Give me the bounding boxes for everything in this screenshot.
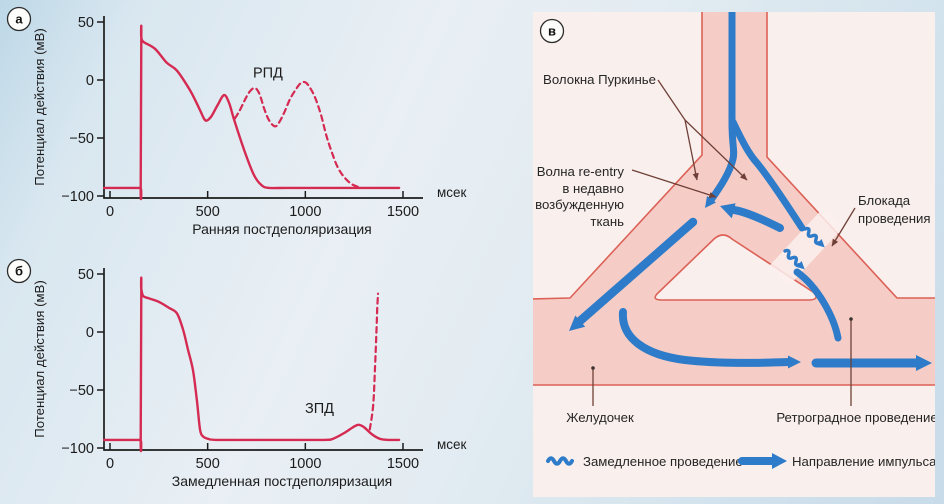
antegrade-trunk-arrowhead [705,196,716,208]
left-branch-arrow-shaft [575,217,698,326]
retrograde-line [793,268,842,342]
legend-slow-conduction: Замедленное проведение [546,454,743,469]
ventricle-straight-arrowhead [916,355,932,371]
x-tick-label: 500 [196,456,220,472]
legend-impulse-direction: Направление импульса [738,453,935,469]
panel-letter-badge [6,6,32,32]
y-tick-label: −100 [61,441,94,457]
purkinje-ventricle-tissue [533,12,935,386]
ventricle-curved-arrowhead [788,355,801,369]
legend-slow-conduction-label: Замедленное проведение [583,454,743,469]
axes [103,16,423,199]
slow-conduction-squiggle [803,226,825,248]
ventricle-curved-arrow-shaft [618,308,793,367]
y-tick-label: −50 [69,131,94,147]
curve-delayed-afterdepolarization [368,292,380,431]
label-reentry: Волна re-entry в недавно возбужденную ткань [535,164,624,229]
y-axis-title: Потенциал действия (мВ) [32,280,47,438]
squiggle-icon [546,456,574,466]
x-tick-label: 1500 [387,204,419,220]
label-purkinje: Волокна Пуркинье [543,72,656,87]
x-unit-label: мсек [437,185,467,200]
panel-letter-badge [6,258,32,284]
left-branch-arrowhead [569,315,586,331]
curve-action-potential [102,276,401,453]
retrograde-pointer-dot [849,317,853,321]
reentry-pointer [631,169,717,198]
slow-conduction-squiggle [783,248,805,270]
y-tick-label: −50 [69,383,94,399]
x-tick-label: 1000 [289,456,321,472]
ventricle-pointer-dot [591,366,595,370]
y-tick-label: 0 [86,325,94,341]
label-ventricle: Желудочек [566,410,634,425]
y-axis-title: Потенциал действия (мВ) [32,28,47,186]
reentry-arrowhead [720,203,736,219]
x-axis-title: Ранняя постдеполяризация [192,221,371,237]
curve-annotation: ЗПД [305,401,334,417]
label-retrograde: Ретроградное проведение [776,410,935,425]
curve-action-potential [102,24,401,201]
tissue-gap [654,234,817,301]
label-block: Блокада проведения [858,193,931,226]
x-tick-label: 0 [106,204,114,220]
y-tick-label: 50 [78,267,94,283]
panel-letter: а [15,12,23,27]
legend-impulse-direction-label: Направление импульса [792,454,935,469]
reentry-arrow-shaft [730,206,784,232]
x-tick-label: 1000 [289,204,321,220]
y-tick-label: 50 [78,15,94,31]
conduction-block-zone [768,208,844,286]
right-branch-line [729,118,806,232]
panel-letter: в [548,24,556,39]
x-tick-label: 500 [196,204,220,220]
y-tick-label: −100 [61,189,94,205]
curve-early-afterdepolarization [233,80,363,189]
x-unit-label: мсек [437,437,467,452]
block-pointer [831,207,856,247]
y-tick-label: 0 [86,73,94,89]
antegrade-trunk-line [707,12,738,204]
panel-letter-badge [539,18,565,44]
x-tick-label: 1500 [387,456,419,472]
x-axis-title: Замедленная постдеполяризация [172,473,393,489]
axes [103,268,423,451]
panel-letter: б [15,264,23,279]
purkinje-pointer [684,119,748,181]
arrow-icon [738,453,787,469]
reentry-diagram: в Волокна Пуркинье Волна re-entry в недав… [533,12,935,497]
x-tick-label: 0 [106,456,114,472]
curve-annotation: РПД [253,66,283,82]
